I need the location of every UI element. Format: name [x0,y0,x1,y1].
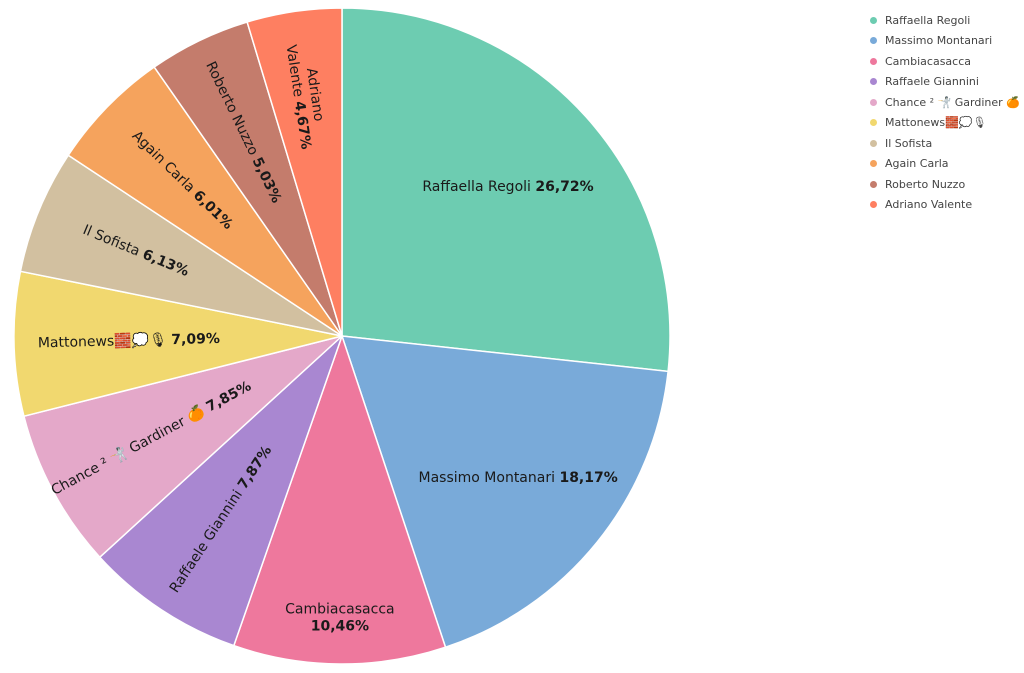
legend-item-raffaele-giannini[interactable]: Raffaele Giannini [870,72,1020,93]
legend-swatch [870,201,877,209]
legend-swatch [870,139,877,147]
legend-item-mattonews[interactable]: Mattonews🧱💭🎙 [870,113,1020,134]
legend-label: Cambiacasacca [885,54,972,68]
legend-label: Mattonews🧱💭🎙 [885,116,987,130]
pie-slice-massimo-montanari[interactable] [340,335,669,649]
legend-swatch [870,78,877,86]
legend-item-raffaella-regoli[interactable]: Raffaella Regoli [870,10,1020,31]
legend-swatch [870,119,877,127]
legend-item-again-carla[interactable]: Again Carla [870,154,1020,175]
legend-item-roberto-nuzzo[interactable]: Roberto Nuzzo [870,174,1020,195]
pie-slice-raffaele-giannini[interactable] [98,335,343,647]
legend-label: Massimo Montanari [885,34,993,48]
legend-label: Il Sofista [885,136,933,150]
pie-slice-adriano-valente[interactable] [246,7,343,337]
legend-label: Raffaella Regoli [885,13,971,27]
legend-label: Adriano Valente [885,198,973,212]
legend-swatch [870,180,877,188]
slice-label-cambiacasacca: Cambiacasacca 10,46% [285,602,394,635]
legend-item-massimo-montanari[interactable]: Massimo Montanari [870,31,1020,52]
legend-label: Chance ² 🤺 Gardiner 🍊 [885,95,1020,109]
legend-label: Again Carla [885,157,949,171]
legend-item-il-sofista[interactable]: Il Sofista [870,133,1020,154]
legend-item-chance-gardiner[interactable]: Chance ² 🤺 Gardiner 🍊 [870,92,1020,113]
pie-slice-raffaella-regoli[interactable] [341,7,671,373]
pie-slice-cambiacasacca[interactable] [232,333,447,665]
legend-swatch [870,37,877,45]
pie-slice-il-sofista[interactable] [19,154,343,337]
legend-label: Roberto Nuzzo [885,177,966,191]
legend-swatch [870,98,877,106]
legend-label: Raffaele Giannini [885,75,979,89]
legend-swatch [870,160,877,168]
legend-swatch [870,16,877,24]
slice-label-raffaella-regoli: Raffaella Regoli 26,72% [422,179,593,195]
pie-slice-chance-gardiner[interactable] [23,335,343,559]
pie-slice-mattonews[interactable] [13,270,343,418]
legend-swatch [870,57,877,65]
legend: Raffaella Regoli Massimo Montanari Cambiac… [870,10,1020,215]
slice-label-massimo-montanari: Massimo Montanari 18,17% [419,470,618,486]
legend-item-adriano-valente[interactable]: Adriano Valente [870,195,1020,216]
slice-label-mattonews: Mattonews🧱💭🎙 7,09% [38,329,220,351]
pie-slice-again-carla[interactable] [67,66,343,337]
legend-item-cambiacasacca[interactable]: Cambiacasacca [870,51,1020,72]
